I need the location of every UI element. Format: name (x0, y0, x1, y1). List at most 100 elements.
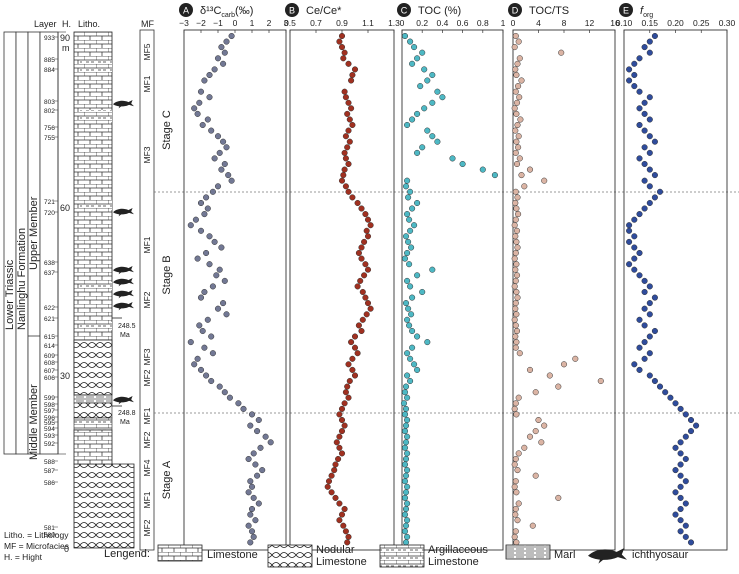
data-point (208, 333, 215, 340)
data-point (414, 199, 421, 207)
data-point (687, 416, 695, 424)
panel-frame (183, 29, 287, 551)
layer-number: 609 (44, 353, 55, 360)
data-point (417, 83, 424, 90)
data-point (338, 450, 346, 457)
data-point (336, 444, 343, 451)
legend-argillaceous-swatch (379, 544, 425, 568)
data-point (512, 511, 519, 518)
data-point (351, 66, 359, 73)
data-point (209, 188, 216, 195)
data-point (209, 350, 216, 357)
data-point (646, 372, 653, 379)
data-point (646, 116, 653, 123)
data-point (672, 467, 679, 474)
data-point (220, 138, 227, 145)
data-point (646, 94, 653, 101)
data-point (197, 88, 205, 95)
height-scale: 90 m 60 30 0 (60, 33, 70, 554)
data-point (511, 405, 518, 412)
data-point (526, 366, 534, 373)
microfacies-label: MF1 (142, 75, 152, 92)
axis-tick-label: 0.25 (693, 18, 710, 28)
data-point (414, 149, 421, 156)
data-point (336, 411, 343, 418)
data-point (349, 194, 356, 201)
middle-member-label: Middle Member (28, 384, 40, 460)
data-point (404, 316, 411, 323)
data-point (361, 272, 368, 279)
data-point (404, 121, 411, 129)
data-point (631, 361, 638, 368)
data-point (512, 32, 519, 40)
data-point (201, 344, 208, 351)
layer-number: 885 (44, 57, 55, 64)
data-point (636, 155, 643, 162)
data-point (646, 300, 653, 307)
data-point (512, 216, 519, 223)
litho-header: Litho. (78, 19, 100, 29)
data-point (514, 121, 521, 129)
data-point (682, 433, 689, 440)
data-point (636, 344, 643, 351)
data-point (221, 49, 228, 56)
data-point (516, 55, 523, 62)
legend-ichthyosaur-label: ichthyosaur (632, 549, 689, 561)
panel-title-subscript: carb (221, 12, 235, 19)
data-point (516, 94, 523, 101)
data-point (677, 517, 684, 524)
data-point (636, 272, 643, 279)
data-point (511, 44, 518, 51)
data-point (250, 533, 257, 540)
data-point (211, 155, 218, 162)
data-point (512, 66, 519, 73)
data-point (646, 199, 653, 207)
data-point (429, 266, 436, 273)
data-point (408, 311, 415, 318)
data-point (214, 133, 222, 140)
data-point (338, 44, 346, 51)
data-point (424, 339, 431, 346)
data-point (214, 183, 222, 190)
data-point (247, 478, 254, 485)
height-label-0: 0 (64, 544, 69, 554)
data-point (203, 249, 210, 257)
data-point (362, 211, 369, 218)
data-point (513, 288, 520, 296)
age-marker-2-unit: Ma (120, 419, 130, 426)
data-point (512, 277, 519, 284)
data-point (401, 528, 409, 535)
formation-label: Nanlinghu Formation (16, 228, 28, 330)
data-point (424, 77, 431, 84)
data-point (512, 400, 519, 407)
data-point (402, 539, 410, 546)
data-point (248, 528, 256, 535)
data-point (402, 233, 410, 240)
axis-tick-label: 0.7 (310, 18, 322, 28)
data-point (255, 500, 262, 507)
data-point (407, 227, 414, 234)
data-point (254, 428, 261, 435)
data-point (400, 400, 408, 407)
data-point (402, 522, 410, 529)
axis-tick-label: 0.9 (336, 18, 348, 28)
layer-number: 580 (44, 532, 55, 539)
layer-numbers: 933 885 884 803 802 756 755 721 720 638 637 622 621 6… (44, 35, 58, 539)
data-point (662, 389, 669, 396)
data-point (336, 517, 343, 524)
data-point (672, 400, 679, 407)
layer-number: 599 (44, 395, 55, 402)
layer-number: 802 (44, 108, 55, 115)
data-point (513, 138, 520, 145)
data-point (515, 144, 522, 151)
data-point (401, 411, 409, 418)
axis-tick-label: 3 (284, 18, 289, 28)
data-point (402, 439, 410, 446)
layer-number: 587 (44, 468, 55, 475)
age-marker-1-unit: Ma (120, 332, 130, 339)
data-point (336, 433, 343, 440)
data-point (344, 539, 351, 546)
legend-marl-swatch (505, 544, 551, 560)
data-point (513, 205, 520, 212)
